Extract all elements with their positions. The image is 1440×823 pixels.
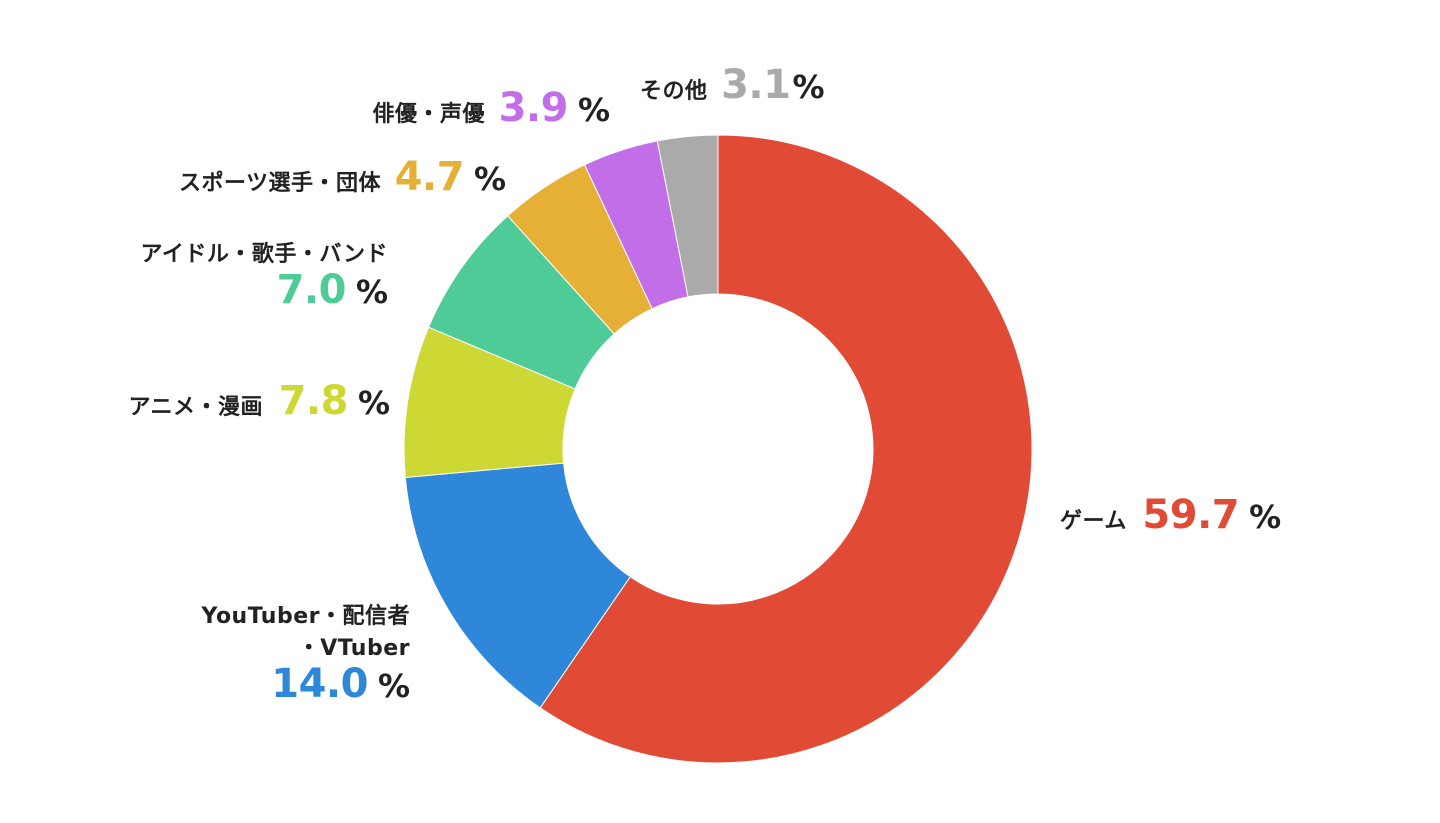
label-other: その他 3.1% xyxy=(640,62,825,108)
label-actor-name: 俳優・声優 xyxy=(372,102,485,127)
label-anime: アニメ・漫画 7.8% xyxy=(128,378,390,424)
label-other-name: その他 xyxy=(640,79,708,104)
label-actor-value: 3.9 xyxy=(498,85,569,131)
label-actor: 俳優・声優 3.9% xyxy=(372,85,610,131)
label-youtuber: YouTuber・配信者 ・VTuber 14.0% xyxy=(202,598,410,714)
label-youtuber-name-line1: YouTuber・配信者 xyxy=(201,604,410,629)
label-idol-unit: % xyxy=(355,273,388,311)
label-other-unit: % xyxy=(792,68,825,106)
label-idol-name: アイドル・歌手・バンド xyxy=(140,242,388,267)
label-idol: アイドル・歌手・バンド 7.0% xyxy=(140,236,388,320)
label-actor-unit: % xyxy=(577,91,610,129)
label-youtuber-value: 14.0 xyxy=(271,661,368,707)
label-youtuber-unit: % xyxy=(377,667,410,705)
label-sports-value: 4.7 xyxy=(394,154,465,200)
label-sports-name: スポーツ選手・団体 xyxy=(178,171,381,196)
donut-slice-0 xyxy=(539,134,1033,764)
label-other-value: 3.1 xyxy=(721,62,791,108)
label-game-unit: % xyxy=(1249,498,1282,536)
label-game-value: 59.7 xyxy=(1142,492,1240,538)
label-youtuber-name-line2: ・VTuber xyxy=(297,636,410,661)
donut-slice-1 xyxy=(404,462,631,709)
donut-slice-6 xyxy=(656,134,719,298)
label-sports-unit: % xyxy=(473,160,506,198)
label-anime-name: アニメ・漫画 xyxy=(128,395,263,420)
label-anime-unit: % xyxy=(357,384,390,422)
label-sports: スポーツ選手・団体 4.7% xyxy=(179,154,506,200)
label-idol-value: 7.0 xyxy=(276,267,347,313)
label-game: ゲーム 59.7% xyxy=(1060,492,1281,538)
label-game-name: ゲーム xyxy=(1060,509,1127,534)
label-anime-value: 7.8 xyxy=(278,378,349,424)
